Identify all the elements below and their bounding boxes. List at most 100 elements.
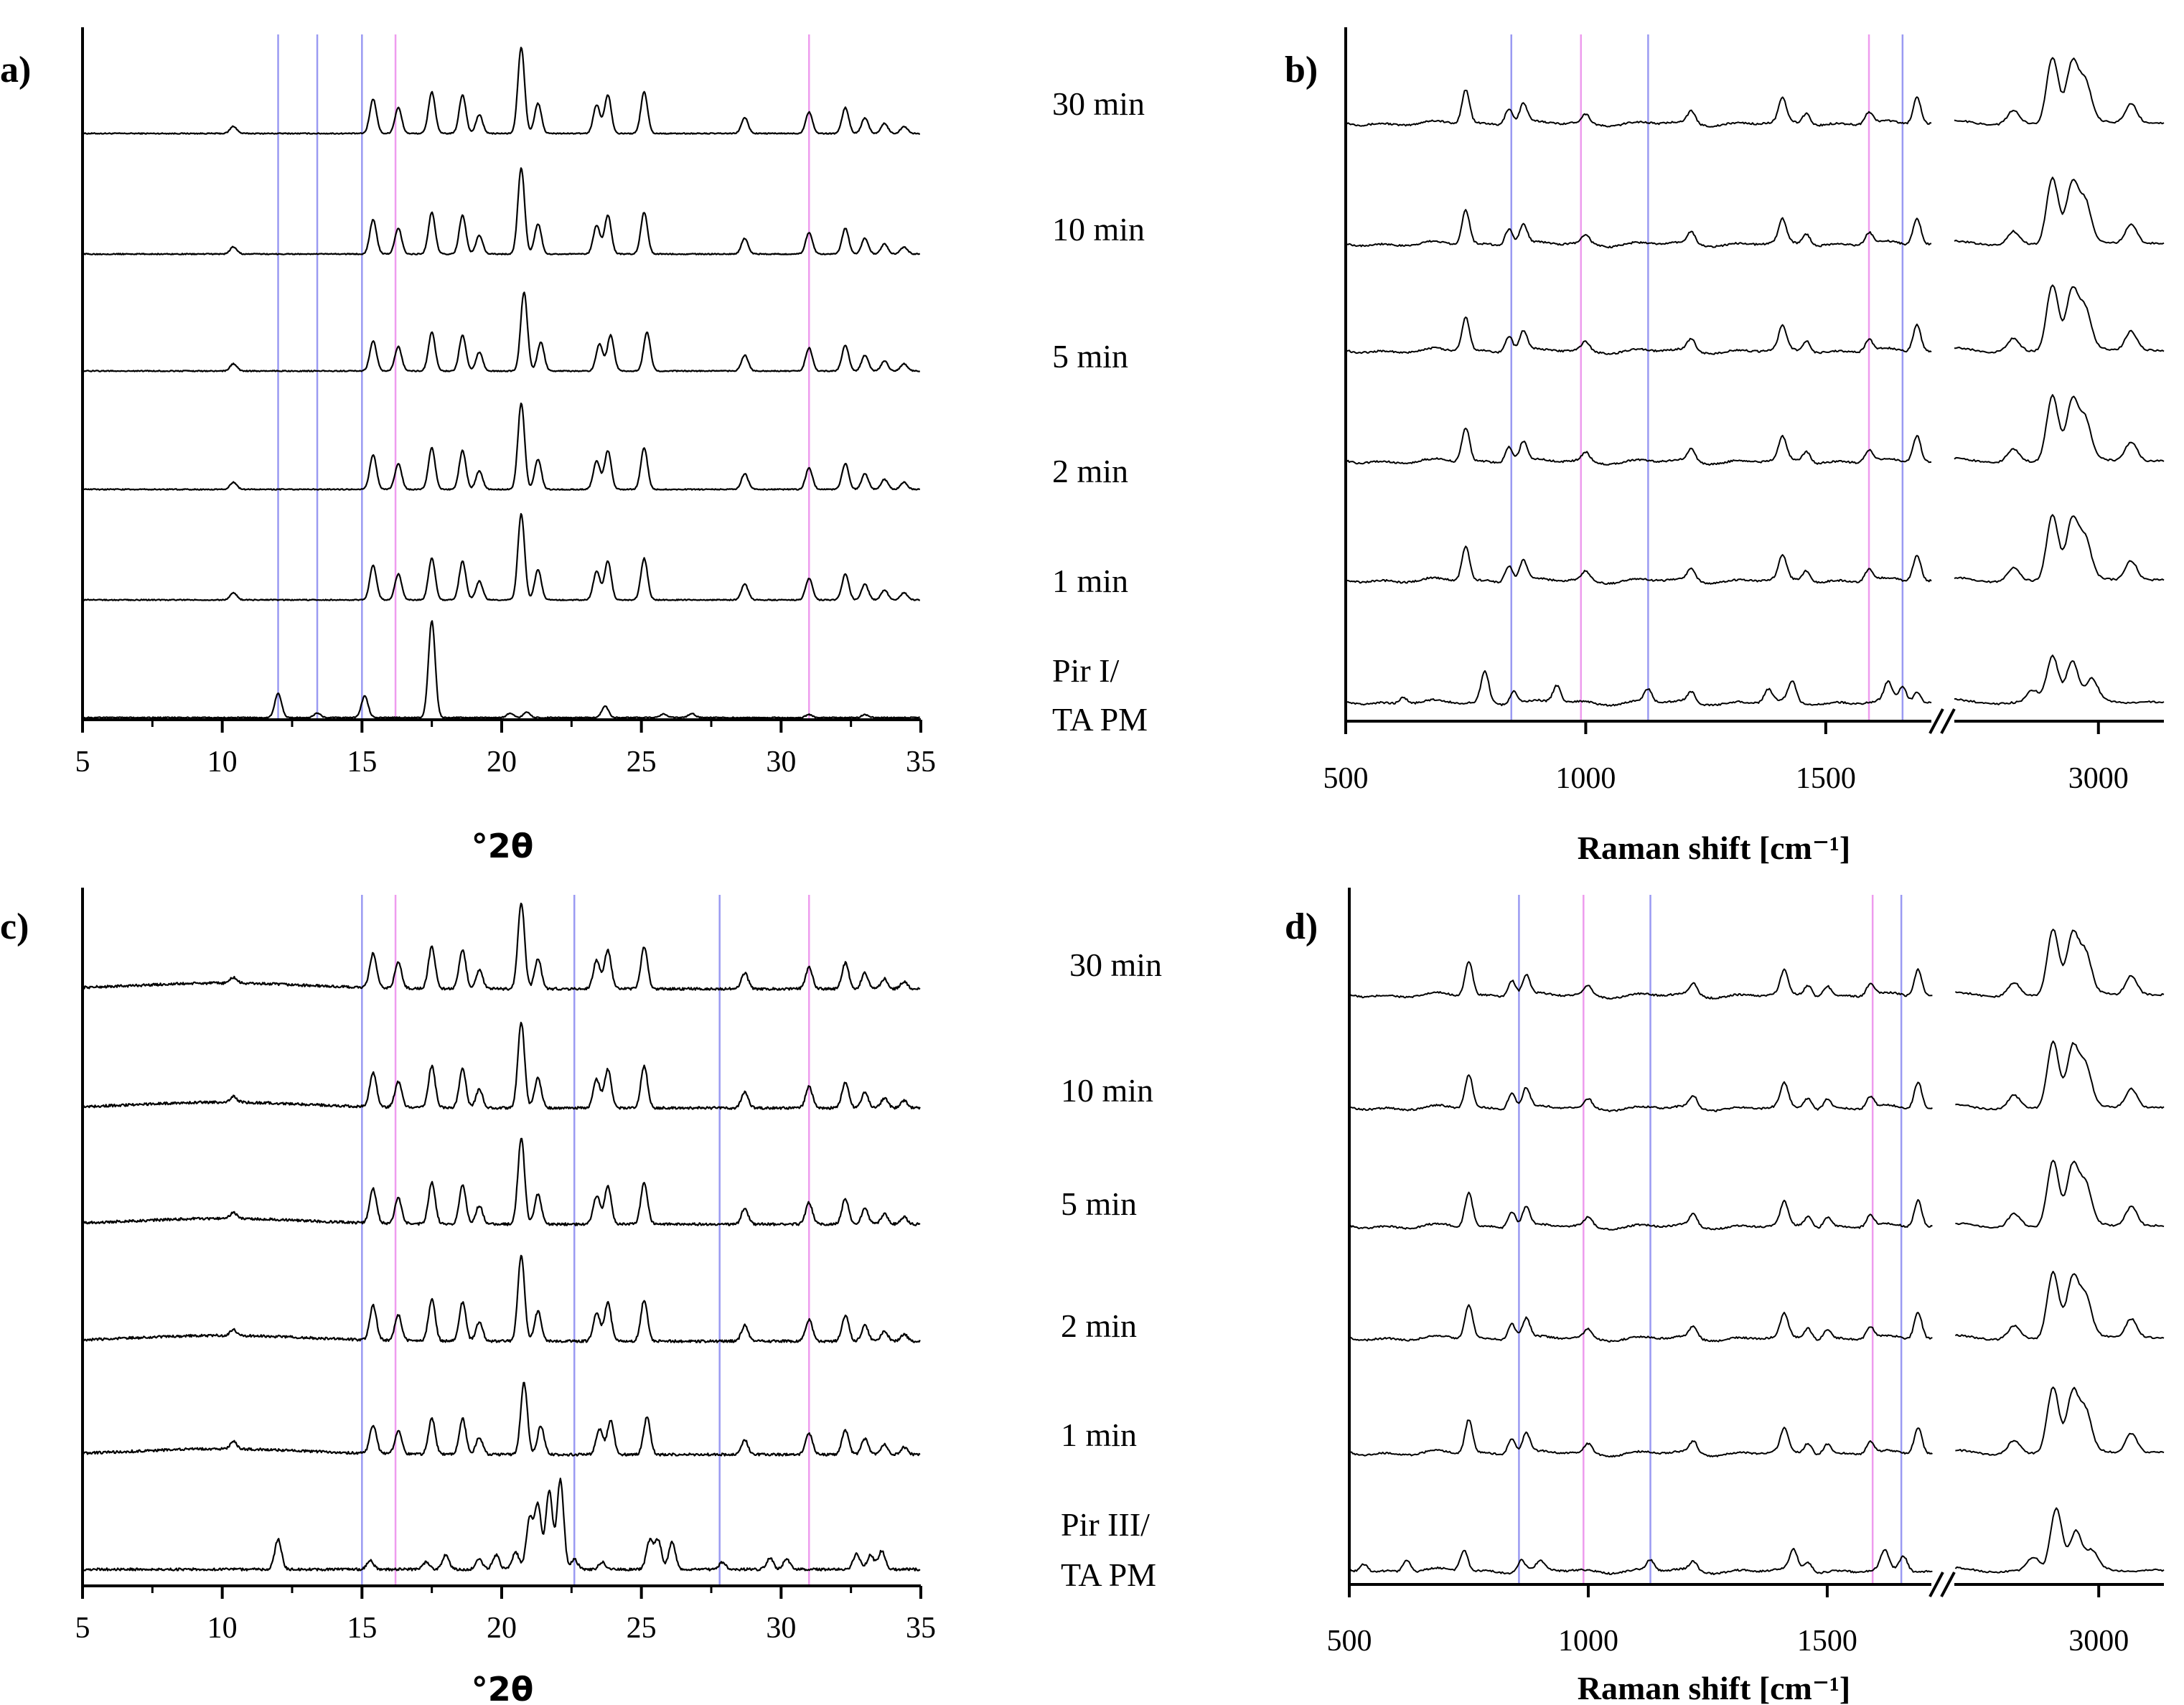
- spectrum-trace-pir-i-ta-pm: [82, 620, 920, 719]
- panel-a: a) 5 10 15 20 25 30 35 °2θ 30 min 10 min 5 min…: [0, 27, 1148, 865]
- panel-a-series-label: TA PM: [1052, 701, 1148, 738]
- x-tick-label: 10: [207, 746, 238, 779]
- spectrum-trace-10-min: [82, 167, 920, 255]
- x-tick-label: 500: [1323, 762, 1369, 795]
- x-tick-label: 25: [627, 746, 657, 779]
- x-tick-label: 3000: [2068, 1625, 2129, 1658]
- spectrum-trace-2-min: [1954, 394, 2165, 464]
- panel-b-axis-break-icon: [1928, 708, 1956, 734]
- spectrum-trace-1-min: [1345, 545, 1932, 586]
- x-tick-label: 15: [347, 1612, 377, 1645]
- spectrum-trace-2-min: [1345, 427, 1932, 466]
- x-tick-label: 1000: [1558, 1625, 1618, 1658]
- panel-b-x-ticks: 500 1000 1500 3000: [1323, 721, 2129, 795]
- spectrum-trace-30-min: [82, 47, 920, 135]
- panel-b-label: b): [1285, 50, 1318, 90]
- panel-a-label: a): [0, 50, 31, 90]
- panel-c-series-label: 1 min: [1061, 1417, 1137, 1453]
- spectrum-trace-5-min: [1955, 1160, 2165, 1229]
- spectrum-trace-5-min: [1349, 1191, 1933, 1231]
- spectrum-trace-2-min: [1954, 1270, 2165, 1341]
- panel-a-series-label: 5 min: [1052, 338, 1128, 375]
- spectrum-trace-30-min: [1954, 57, 2165, 126]
- panel-d-traces: [1349, 929, 2165, 1576]
- panel-c-series-label: 30 min: [1069, 947, 1162, 983]
- panel-d-x-ticks: 500 1000 1500 3000: [1327, 1584, 2129, 1658]
- spectrum-trace-30-min: [1349, 961, 1933, 1000]
- panel-c: c) 5 10 15 20 25 30 35 °2θ 30 min 10 min 5 min…: [0, 888, 1162, 1705]
- spectrum-trace-pir-iii-ta-pm: [1349, 1548, 1933, 1576]
- panel-c-x-ticks: 5 10 15 20 25 30 35: [75, 1586, 936, 1645]
- x-tick-label: 30: [766, 1612, 796, 1645]
- x-tick-label: 5: [75, 746, 90, 779]
- panel-a-x-ticks: 5 10 15 20 25 30 35: [75, 720, 936, 779]
- panel-b: b) 500 1000 1500 3000 Raman shift [cm⁻¹]: [1285, 27, 2165, 866]
- panel-c-series-label: 5 min: [1061, 1185, 1137, 1222]
- panel-a-series-label: Pir I/: [1052, 652, 1120, 689]
- spectrum-trace-5-min: [1345, 316, 1932, 355]
- spectrum-trace-2-min: [1349, 1304, 1933, 1343]
- x-tick-label: 20: [487, 1612, 517, 1645]
- spectrum-trace-1-min: [82, 1381, 921, 1457]
- panel-d-x-axis-label: Raman shift [cm⁻¹]: [1578, 1670, 1850, 1705]
- spectrum-trace-1-min: [1349, 1419, 1933, 1458]
- spectrum-trace-5-min: [81, 1137, 921, 1226]
- spectrum-trace-pir-i-ta-pm: [1345, 670, 1932, 707]
- panel-c-x-axis-label: °2θ: [472, 1670, 534, 1705]
- spectrum-trace-pir-i-ta-pm: [1954, 654, 2165, 705]
- spectrum-trace-1-min: [1955, 1386, 2165, 1456]
- x-tick-label: 25: [627, 1612, 657, 1645]
- panel-a-series-label: 10 min: [1052, 211, 1145, 248]
- x-tick-label: 500: [1327, 1625, 1372, 1658]
- spectrum-trace-30-min: [1954, 929, 2165, 998]
- x-tick-label: 15: [347, 746, 377, 779]
- x-tick-label: 5: [75, 1612, 90, 1645]
- x-tick-label: 1000: [1555, 762, 1616, 795]
- panel-d-marker-lines: [1518, 895, 1903, 1583]
- x-tick-label: 35: [906, 746, 936, 779]
- panel-c-series-label: TA PM: [1061, 1556, 1156, 1593]
- x-tick-label: 30: [766, 746, 796, 779]
- x-tick-label: 1500: [1797, 1625, 1857, 1658]
- spectrum-trace-10-min: [1346, 209, 1932, 249]
- panel-d-axis-break-icon: [1928, 1572, 1956, 1597]
- panel-d-label: d): [1285, 906, 1318, 947]
- panel-d: d) 500 1000 1500 3000 Raman shift [cm⁻¹]: [1285, 888, 2165, 1705]
- panel-a-series-labels: 30 min 10 min 5 min 2 min 1 min Pir I/ T…: [1052, 85, 1148, 738]
- spectrum-trace-30-min: [81, 902, 921, 991]
- spectrum-trace-1-min: [82, 512, 920, 601]
- panel-a-traces: [82, 47, 920, 719]
- panel-c-series-labels: 30 min 10 min 5 min 2 min 1 min Pir III/…: [1061, 947, 1162, 1593]
- spectrum-trace-pir-iii-ta-pm: [1954, 1507, 2165, 1574]
- spectrum-trace-2-min: [82, 1254, 921, 1343]
- panel-a-series-label: 2 min: [1052, 453, 1128, 489]
- spectrum-trace-10-min: [1954, 177, 2165, 247]
- x-tick-label: 10: [207, 1612, 238, 1645]
- panel-c-series-label: Pir III/: [1061, 1506, 1150, 1543]
- panel-b-marker-lines: [1510, 34, 1904, 720]
- x-tick-label: 3000: [2068, 762, 2129, 795]
- spectrum-trace-5-min: [1954, 284, 2165, 354]
- spectrum-trace-pir-iii-ta-pm: [82, 1478, 921, 1572]
- panel-c-traces: [81, 902, 921, 1572]
- panel-c-label: c): [0, 906, 29, 947]
- panel-c-series-label: 2 min: [1061, 1307, 1137, 1344]
- spectrum-trace-10-min: [1349, 1074, 1933, 1112]
- panel-a-series-label: 30 min: [1052, 85, 1145, 122]
- x-tick-label: 20: [487, 746, 517, 779]
- spectrum-trace-1-min: [1954, 514, 2165, 583]
- x-tick-label: 1500: [1796, 762, 1856, 795]
- panel-c-marker-lines: [361, 895, 810, 1584]
- panel-b-x-axis-label: Raman shift [cm⁻¹]: [1578, 830, 1850, 866]
- panel-a-series-label: 1 min: [1052, 563, 1128, 599]
- spectrum-trace-10-min: [81, 1021, 921, 1110]
- spectrum-trace-2-min: [82, 403, 920, 491]
- panel-a-x-axis-label: °2θ: [472, 827, 534, 865]
- spectrum-trace-10-min: [1955, 1041, 2165, 1111]
- panel-b-traces: [1345, 57, 2165, 707]
- panel-c-series-label: 10 min: [1061, 1072, 1153, 1109]
- x-tick-label: 35: [906, 1612, 936, 1645]
- spectrum-trace-30-min: [1345, 89, 1932, 128]
- panel-a-marker-lines: [277, 34, 810, 718]
